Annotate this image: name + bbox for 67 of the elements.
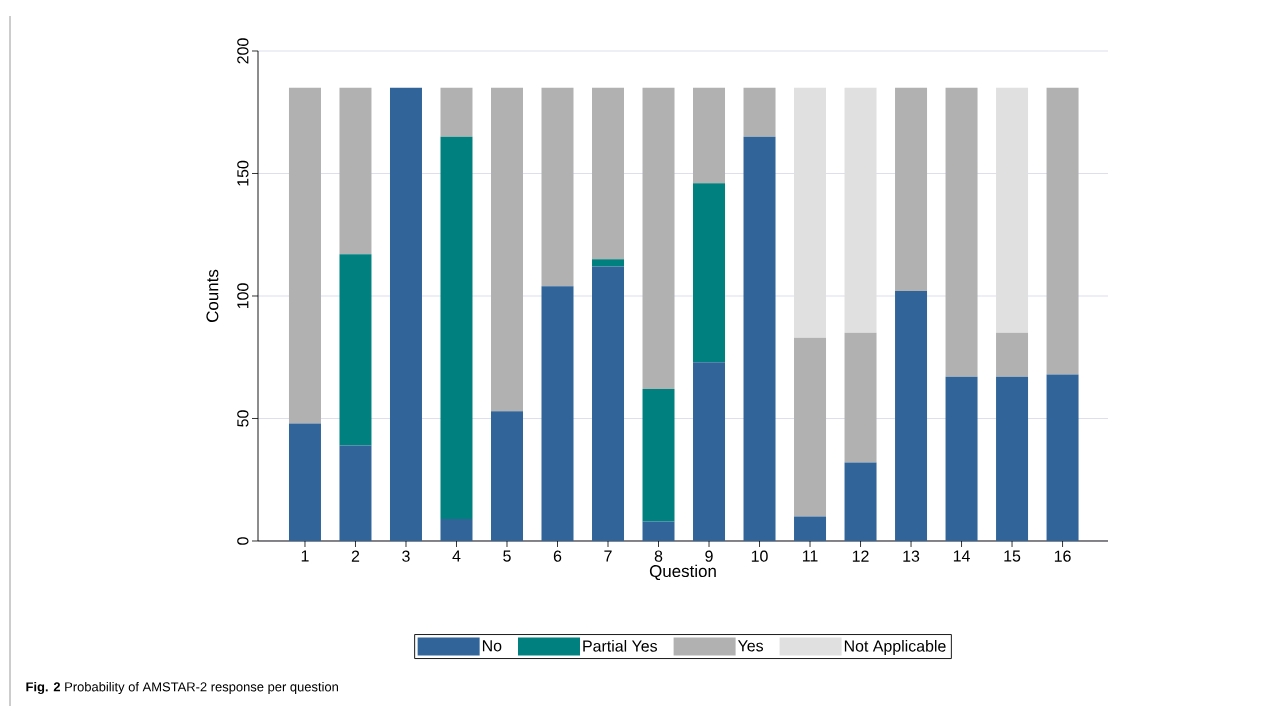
x-tick-label: 9 (705, 550, 713, 562)
legend-label: Yes (737, 640, 764, 652)
bar (844, 462, 877, 541)
bar (642, 388, 675, 522)
bar (339, 87, 372, 255)
x-tick-label: 14 (953, 550, 970, 562)
bar (996, 332, 1029, 377)
x-tick-label: 3 (402, 550, 410, 562)
bar (794, 516, 827, 541)
legend-label: Partial Yes (583, 639, 658, 652)
x-tick-label: 13 (903, 550, 920, 562)
bar (592, 87, 625, 260)
bar (642, 87, 675, 389)
bar (1046, 374, 1079, 541)
bar (844, 332, 877, 463)
bar (541, 87, 574, 286)
x-tick-label: 15 (1004, 550, 1021, 562)
x-tick-label: 8 (654, 550, 663, 562)
bar (491, 87, 523, 411)
bar (339, 254, 372, 446)
x-tick-label: 6 (553, 550, 562, 562)
bar (743, 87, 776, 137)
bar (592, 266, 625, 541)
x-tick-label: 12 (852, 550, 869, 562)
x-tick-label: 5 (503, 550, 511, 562)
bar (693, 87, 726, 184)
y-tick-label: 100 (237, 283, 249, 308)
x-tick-label: 7 (604, 550, 612, 562)
legend-label: No (482, 640, 502, 652)
bar (693, 361, 726, 541)
text: Fig. 2 Probability of AMSTAR-2 response per question (26, 681, 338, 694)
bar (895, 87, 928, 291)
y-tick-label: 0 (237, 537, 249, 545)
bar (288, 423, 321, 541)
bar (389, 87, 422, 541)
x-tick-label: 16 (1054, 550, 1071, 562)
x-tick-label: 4 (452, 550, 461, 562)
bar (996, 87, 1029, 333)
bar (794, 337, 827, 517)
y-tick-label: 200 (237, 38, 249, 64)
x-tick-label: 11 (802, 550, 818, 562)
x-tick-label: 2 (351, 550, 360, 562)
bar (844, 87, 877, 333)
bar (339, 445, 372, 541)
x-tick-label: 10 (751, 550, 768, 562)
bar (642, 521, 675, 541)
bar (895, 290, 928, 541)
legend-label: Not Applicable (844, 639, 946, 655)
y-tick-label: 150 (237, 160, 249, 186)
bar (693, 183, 726, 362)
bar (491, 410, 523, 541)
bar (288, 87, 321, 424)
bar (1046, 87, 1079, 375)
y-axis-title: Counts (206, 269, 219, 322)
bar (592, 259, 625, 267)
bar (541, 286, 574, 541)
bar (794, 87, 827, 338)
bar (743, 136, 776, 541)
bar (440, 87, 473, 137)
x-tick-label: 1 (301, 550, 309, 562)
x-axis-title: Question (649, 564, 716, 580)
bar (440, 518, 473, 541)
bar (945, 87, 978, 377)
bar (440, 136, 473, 519)
y-tick-label: 50 (237, 410, 249, 427)
bar (996, 376, 1029, 541)
bar (945, 376, 978, 541)
